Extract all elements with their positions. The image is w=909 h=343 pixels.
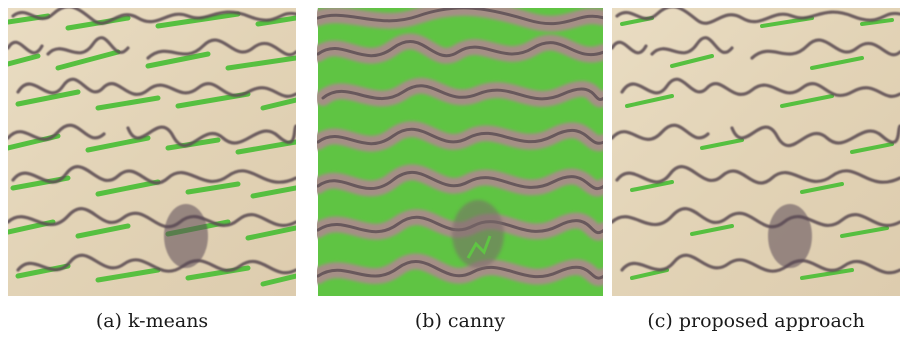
canny-segmentation-image	[317, 8, 603, 296]
panel-kmeans-image	[8, 8, 296, 296]
caption-canny: (b) canny	[414, 310, 506, 332]
caption-proposed-approach: (c) proposed approach	[647, 310, 865, 332]
panel-proposed-image	[612, 8, 900, 296]
caption-kmeans: (a) k-means	[95, 310, 209, 332]
kmeans-segmentation-image	[8, 8, 296, 296]
panel-canny-image	[317, 8, 603, 296]
proposed-segmentation-image	[612, 8, 900, 296]
